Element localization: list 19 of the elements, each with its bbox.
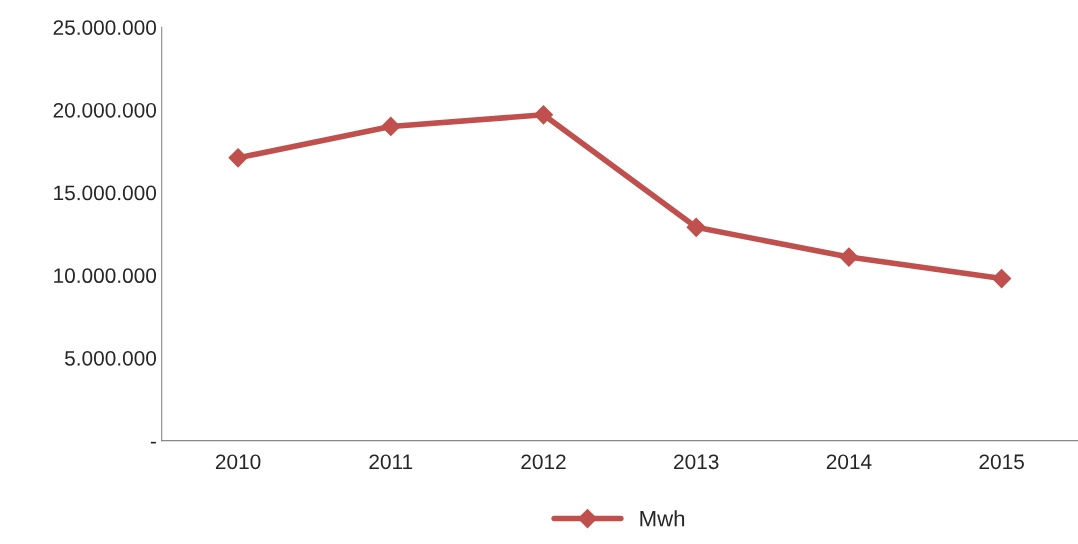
x-tick-label: 2012 [521,454,566,470]
y-tick-label: 25.000.000 [53,20,157,35]
x-tick-label: 2015 [979,454,1024,470]
point [992,269,1012,289]
y-tick-label: 20.000.000 [53,102,157,118]
point [533,105,554,125]
point [228,148,248,168]
y-tick-label: 5.000.000 [65,350,157,366]
x-tick-label: 2011 [369,454,413,470]
point [381,116,401,136]
x-tick-label: 2013 [674,454,719,470]
x-tick-label: 2014 [826,454,872,470]
point [686,217,706,237]
legend-label: Mwh [640,510,685,527]
point [839,247,859,267]
y-tick-label: - [150,441,156,444]
x-tick-label: 2010 [215,454,261,470]
y-tick-label: 10.000.000 [54,268,157,284]
y-tick-label: 15.000.000 [54,185,157,201]
